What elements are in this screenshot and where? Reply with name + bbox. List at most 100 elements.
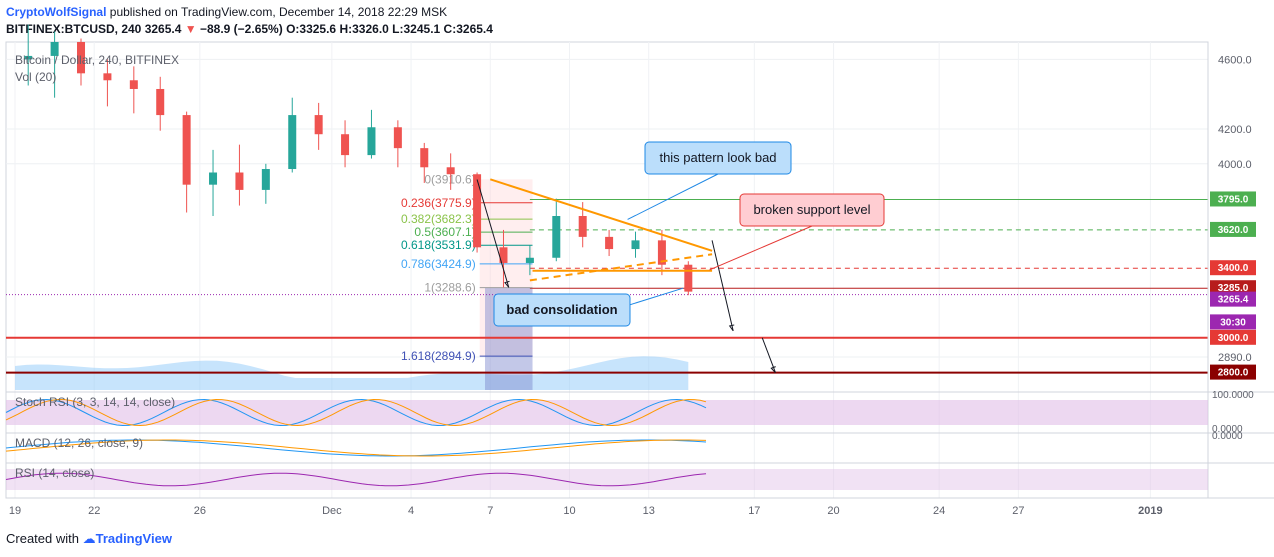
callout-box xyxy=(493,293,631,327)
candle-body xyxy=(552,216,561,258)
fib-level-label: 0.786(3424.9) xyxy=(401,257,476,271)
support-trendline-dashed xyxy=(529,253,713,282)
candle-body xyxy=(314,115,323,135)
level-badge xyxy=(1210,221,1256,237)
candle-body xyxy=(209,172,218,185)
fib-level-label: 0(3910.6) xyxy=(424,172,475,186)
callout-text: this pattern look bad xyxy=(659,150,776,165)
level-badge-label: 3400.0 xyxy=(1218,263,1249,274)
candle-body xyxy=(393,127,402,149)
level-badge-label: 3000.0 xyxy=(1218,333,1249,344)
fib-zone xyxy=(479,179,533,357)
candle-body xyxy=(525,257,534,263)
macd-signal-line xyxy=(5,439,707,457)
stoch-band xyxy=(6,400,1208,425)
resistance-trendline xyxy=(489,178,713,252)
drop-arrow-head xyxy=(504,280,510,288)
time-axis-tick: 13 xyxy=(643,505,655,517)
target-arrow-head xyxy=(770,366,776,373)
candle-body xyxy=(684,264,693,292)
footer: Created with ☁TradingView xyxy=(6,531,172,547)
candle-body xyxy=(341,134,350,156)
fib-level-label: 1.618(2894.9) xyxy=(401,349,476,363)
fib-level-label: 0.618(3531.9) xyxy=(401,238,476,252)
candle-body xyxy=(50,42,59,56)
drop-arrow xyxy=(476,179,510,288)
time-axis-tick: 27 xyxy=(1012,505,1024,517)
indicator-label: Stoch RSI (3, 3, 14, 14, close) xyxy=(15,395,175,409)
author-link[interactable]: CryptoWolfSignal xyxy=(6,5,107,19)
level-badge-label: 2800.0 xyxy=(1218,368,1249,379)
fib-level-label: 0.382(3682.3) xyxy=(401,212,476,226)
open-label: O: xyxy=(286,22,300,36)
callout-box xyxy=(739,193,885,227)
level-badge xyxy=(1210,280,1256,296)
open-value: 3325.6 xyxy=(299,22,337,36)
candle-body xyxy=(24,55,33,60)
last-price: 3265.4 xyxy=(144,22,182,36)
fib-level-label: 0.5(3607.1) xyxy=(414,225,475,239)
candle-body xyxy=(499,247,508,263)
high-value: 3326.0 xyxy=(352,22,389,36)
target-arrow xyxy=(761,337,776,373)
series-title: Bitcoin / Dollar, 240, BITFINEX xyxy=(15,53,180,67)
tradingview-brand[interactable]: TradingView xyxy=(95,531,172,546)
indicator-label: RSI (14, close) xyxy=(15,466,94,480)
candle-body xyxy=(631,240,640,250)
projection-arrow xyxy=(711,240,734,331)
time-axis-tick: 19 xyxy=(9,505,21,517)
price-axis-tick: 4000.0 xyxy=(1218,159,1252,171)
candle-body xyxy=(605,236,614,250)
down-triangle-icon: ▼ xyxy=(184,22,197,36)
indicator-label: MACD (12, 26, close, 9) xyxy=(15,436,143,450)
level-badge xyxy=(1210,364,1256,380)
candle-body xyxy=(129,80,138,89)
candle-body xyxy=(182,115,191,185)
close-value: 3265.4 xyxy=(456,22,493,36)
candle-body xyxy=(473,174,482,248)
price-badge-label: 30:30 xyxy=(1220,317,1246,328)
candle-body xyxy=(77,42,86,74)
level-badge xyxy=(1210,329,1256,345)
level-badge-label: 3620.0 xyxy=(1218,225,1249,236)
candle-body xyxy=(103,73,112,81)
fib-level-label: 1(3288.6) xyxy=(424,281,475,295)
level-badge xyxy=(1210,191,1256,207)
price-badge xyxy=(1210,314,1256,330)
candle-body xyxy=(261,169,270,190)
created-with-text: Created with xyxy=(6,531,79,546)
rsi-line xyxy=(5,472,707,487)
close-label: C: xyxy=(443,22,457,36)
stoch-k-line xyxy=(5,398,707,427)
time-axis-tick: 17 xyxy=(748,505,760,517)
level-badge xyxy=(1210,260,1256,276)
level-badge-label: 3795.0 xyxy=(1218,194,1249,205)
time-axis-tick: 26 xyxy=(194,505,206,517)
callout-text: broken support level xyxy=(753,202,870,217)
callout-pointer xyxy=(709,225,813,271)
volume-ma-area xyxy=(15,356,689,390)
candle-body xyxy=(446,167,455,175)
macd-line xyxy=(5,439,707,457)
publish-text: published on TradingView.com, December 1… xyxy=(106,5,448,19)
callout-box xyxy=(644,141,792,175)
indicator-tick: 100.0000 xyxy=(1212,390,1254,401)
time-axis-tick: 2019 xyxy=(1138,505,1162,517)
callout-text: bad consolidation xyxy=(506,302,617,317)
candle-body xyxy=(578,216,587,237)
time-axis-tick: 7 xyxy=(487,505,493,517)
callout-pointer xyxy=(627,173,719,220)
price-axis-tick: 4200.0 xyxy=(1218,124,1252,136)
high-label: H: xyxy=(339,22,353,36)
rsi-band xyxy=(6,469,1208,490)
projection-arrow-head xyxy=(728,324,735,332)
indicator-tick: 0.0000 xyxy=(1212,424,1243,435)
time-axis-tick: 10 xyxy=(563,505,575,517)
time-axis-tick: Dec xyxy=(322,505,342,517)
symbol-line: BITFINEX:BTCUSD, 240 3265.4 ▼ −88.9 (−2.… xyxy=(6,22,493,36)
candle-body xyxy=(288,115,297,170)
time-axis-tick: 4 xyxy=(408,505,414,517)
low-value: 3245.1 xyxy=(403,22,441,36)
price-axis-tick: 2890.0 xyxy=(1218,352,1252,364)
